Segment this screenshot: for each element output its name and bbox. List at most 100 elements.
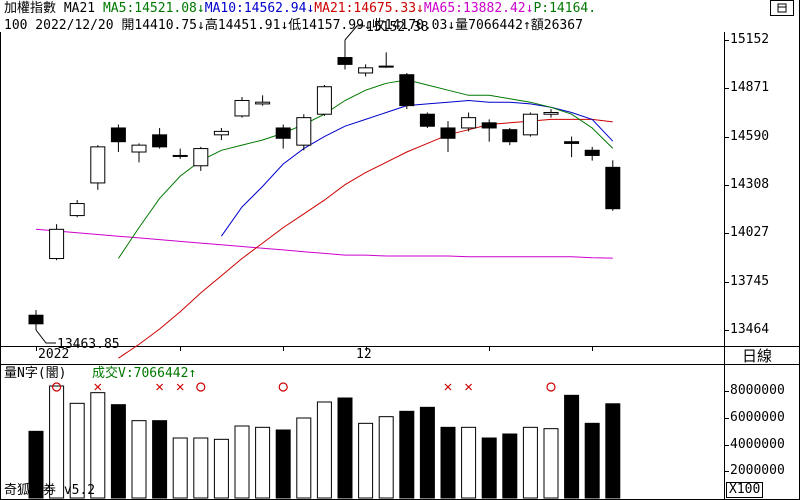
- candle-body: [522, 113, 538, 136]
- header-seg-3: MA21:14675.33↓: [314, 1, 424, 16]
- signal-cross: [94, 383, 102, 391]
- candle-body: [296, 117, 312, 146]
- signal-cross: [176, 383, 184, 391]
- candle-body: [255, 101, 271, 105]
- window-menu-button[interactable]: [770, 0, 794, 16]
- header-seg-2: MA10:14562.94↓: [204, 1, 315, 16]
- candle-body: [69, 203, 85, 217]
- candle-body: [131, 144, 147, 153]
- volume-bar: [358, 422, 374, 499]
- indicator-header-line1: 加權指數 MA21 MA5:14521.08↓MA10:14562.94↓MA2…: [4, 1, 596, 17]
- volume-axis-ticks: [724, 391, 729, 472]
- candle-body: [543, 112, 559, 115]
- volume-bar: [69, 402, 85, 499]
- candle-body: [481, 122, 497, 129]
- date-axis-ticks: [36, 346, 593, 351]
- volume-bar: [234, 425, 250, 499]
- candle-body: [213, 130, 229, 136]
- volume-bar: [481, 437, 497, 499]
- candle-body: [337, 57, 353, 65]
- volume-unit-badge[interactable]: X100: [726, 482, 764, 498]
- price-tick-label: 14308: [730, 177, 770, 192]
- volume-bar: [296, 417, 312, 499]
- header-seg-1: MA5:14521.08↓: [102, 1, 205, 16]
- candle-body: [605, 166, 621, 210]
- price-tick-label: 14590: [730, 128, 770, 144]
- signal-cross: [465, 383, 473, 391]
- candle-body: [378, 65, 394, 68]
- candle-body: [461, 117, 477, 129]
- volume-bar: [152, 420, 168, 499]
- period-daily-button[interactable]: 日線: [742, 347, 773, 365]
- low-marker: [35, 329, 56, 344]
- signal-cross: [444, 383, 452, 391]
- signal-circle: [196, 382, 206, 392]
- ma5-line: [117, 79, 614, 259]
- header-seg-0: 加權指數 MA21: [4, 1, 103, 16]
- volume-tick-label: 6000000: [730, 410, 785, 425]
- volume-tick-label: 4000000: [730, 436, 785, 452]
- volume-bar: [440, 426, 456, 499]
- candle-body: [28, 314, 44, 325]
- volume-bar: [110, 404, 126, 499]
- signal-circle: [51, 382, 62, 392]
- price-tick-label: 14871: [730, 80, 770, 96]
- candle-body: [193, 148, 209, 167]
- volume-signals: [51, 382, 556, 392]
- volume-bar: [564, 394, 580, 499]
- signal-circle: [546, 382, 556, 392]
- volume-bars: [28, 385, 621, 499]
- candle-body: [419, 113, 435, 127]
- candle-body: [358, 67, 374, 74]
- volume-bar: [49, 385, 65, 499]
- volume-bar: [172, 437, 188, 499]
- indicator-header-line2: 100 2022/12/20 開14410.75↓高14451.91↓低1415…: [4, 18, 583, 33]
- date-label-month: 12: [356, 347, 372, 362]
- ma10-line: [220, 99, 614, 237]
- volume-bar: [337, 397, 353, 499]
- candle-body: [316, 86, 332, 115]
- volume-bar: [584, 422, 600, 499]
- ma65-line: [35, 228, 613, 259]
- volume-tick-label: 2000000: [730, 463, 785, 479]
- volume-bar: [90, 392, 106, 499]
- candle-body: [172, 154, 188, 157]
- candle-body: [90, 146, 106, 184]
- volume-bar: [399, 410, 415, 499]
- volume-bar: [193, 437, 209, 499]
- candle-body: [152, 134, 168, 148]
- volume-bar: [419, 406, 435, 499]
- volume-bar: [255, 426, 271, 499]
- volume-bar: [605, 403, 621, 499]
- candle-body: [502, 129, 518, 143]
- candle-body: [584, 149, 600, 156]
- date-label-year: 2022: [38, 347, 70, 362]
- volume-bar: [213, 438, 229, 499]
- candle-body: [399, 74, 415, 107]
- footer-watermark: 奇狐勝券 v5.2: [4, 483, 96, 498]
- menu-icon: [777, 3, 787, 13]
- candle-body: [564, 141, 580, 144]
- volume-bar: [522, 426, 538, 499]
- signal-cross: [156, 383, 164, 391]
- volume-bar: [543, 428, 559, 499]
- volume-bar: [502, 433, 518, 499]
- volume-tick-label: 8000000: [730, 383, 785, 399]
- header-seg-5: P:14164.: [533, 1, 597, 16]
- volume-bar: [275, 429, 291, 499]
- price-tick-label: 14027: [730, 225, 770, 241]
- header-seg-4: MA65:13882.42↓: [423, 1, 534, 16]
- price-axis-ticks: [724, 40, 729, 331]
- high-marker: [344, 25, 365, 41]
- price-annotations: 15152.38 13463.85: [35, 20, 429, 352]
- signal-circle: [278, 382, 288, 392]
- volume-bar: [131, 420, 147, 499]
- volume-bar: [378, 416, 394, 499]
- volume-bar: [316, 401, 332, 499]
- candlestick-series: [28, 39, 621, 330]
- price-tick-label: 15152: [730, 32, 770, 47]
- ma21-line: [118, 118, 613, 359]
- candle-body: [440, 127, 456, 139]
- candle-body: [275, 127, 291, 139]
